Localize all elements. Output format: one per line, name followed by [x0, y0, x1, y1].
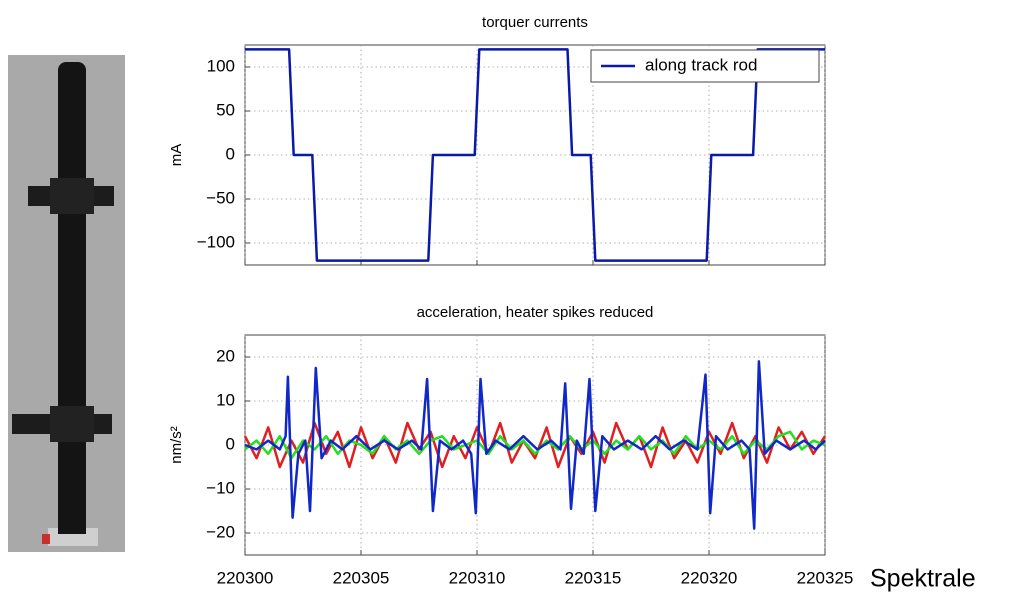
data-line — [244, 360, 826, 530]
y-tick-label: −50 — [206, 188, 235, 207]
x-tick-label: 220320 — [681, 568, 738, 587]
y-axis-label: mA — [168, 144, 185, 167]
x-tick-label: 220300 — [217, 568, 274, 587]
data-line — [245, 48, 825, 262]
y-tick-label: 20 — [216, 346, 235, 365]
caption: Spektrale — [870, 565, 976, 593]
rod-photo — [8, 55, 125, 552]
x-tick-label: 220310 — [449, 568, 506, 587]
y-tick-label: 50 — [216, 100, 235, 119]
y-tick-label: −20 — [206, 522, 235, 541]
x-tick-label: 220305 — [333, 568, 390, 587]
y-tick-label: −10 — [206, 478, 235, 497]
y-tick-label: 0 — [226, 434, 235, 453]
data-line — [243, 421, 827, 469]
chart-title: acceleration, heater spikes reduced — [417, 304, 654, 321]
y-tick-label: 0 — [226, 144, 235, 163]
y-tick-label: −100 — [197, 232, 235, 251]
x-tick-label: 220315 — [565, 568, 622, 587]
chart-title: torquer currents — [482, 14, 588, 31]
y-tick-label: 100 — [207, 56, 235, 75]
y-axis-label: nm/s² — [168, 426, 185, 464]
x-tick-label: 220325 — [797, 568, 854, 587]
y-tick-label: 10 — [216, 390, 235, 409]
legend-label: along track rod — [645, 55, 757, 74]
